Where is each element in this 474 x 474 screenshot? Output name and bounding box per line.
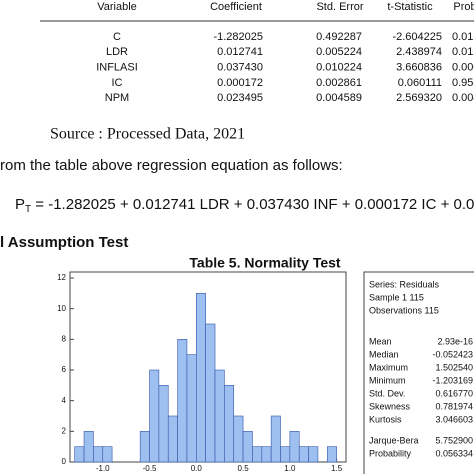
stats-cell: -1.203169 [432, 375, 473, 385]
table-header: Std. Error [316, 1, 363, 13]
table-cell: 0.060111 [398, 77, 442, 89]
eq-text: = -1.282025 + 0.012741 LDR + 0.037430 IN… [31, 196, 474, 213]
source-note: Source : Processed Data, 2021 [50, 126, 245, 143]
stats-cell: 2.93e-16 [437, 336, 473, 346]
bar [149, 369, 160, 463]
bar [177, 339, 188, 463]
stats-line: Series: Residuals [369, 279, 440, 289]
bar [139, 431, 150, 463]
y-tick-label: 2 [62, 426, 67, 435]
bar [280, 446, 291, 463]
stats-test: Probability [369, 448, 412, 458]
table-cell: 2.438974 [396, 46, 442, 58]
bar [167, 415, 178, 463]
stats-test: Jarque-Bera [369, 435, 419, 445]
bar [158, 385, 169, 463]
x-tick-label: 1.0 [284, 464, 296, 473]
y-tick-label: 10 [57, 304, 66, 313]
stats-line: Sample 1 115 [369, 292, 424, 302]
stats-cell: Mean [369, 336, 392, 346]
x-tick-label: 0.0 [191, 464, 203, 473]
eq-symbol: P [15, 196, 25, 213]
table-cell: 0.004589 [316, 92, 362, 104]
table-cell: 0.492287 [316, 31, 362, 43]
stats-cell: 1.502540 [435, 362, 473, 372]
table-cell: 0.010224 [316, 62, 362, 74]
section-title: l Assumption Test [0, 234, 128, 251]
bar [326, 446, 337, 463]
y-tick-label: 12 [57, 273, 66, 282]
table-cell: 0.000 [452, 62, 474, 74]
table-cell: 0.016 [452, 31, 474, 43]
bar [186, 354, 197, 463]
bar [233, 415, 244, 463]
stats-box [363, 271, 474, 474]
bar [102, 446, 113, 463]
stats-cell: -0.052423 [432, 349, 473, 359]
table-header: t-Statistic [387, 1, 433, 13]
stats-test: 5.752900 [435, 435, 473, 445]
table-cell: 0.000172 [217, 77, 263, 89]
table-cell: 0.037430 [217, 62, 263, 74]
stats-cell: Kurtosis [369, 414, 402, 424]
bar [214, 369, 225, 463]
stats-cell: 0.616770 [435, 388, 473, 398]
table-cell: 3.660836 [396, 62, 442, 74]
stats-cell: Std. Dev. [369, 388, 405, 398]
table-cell: 2.569320 [396, 92, 442, 104]
y-tick-label: 8 [62, 334, 67, 343]
table-cell: C [113, 31, 121, 43]
table-header: Variable [97, 1, 137, 13]
stats-cell: Minimum [369, 375, 406, 385]
bar [93, 446, 104, 463]
table-cell: LDR [106, 46, 128, 58]
x-tick-label: -0.5 [143, 464, 157, 473]
x-tick-label: 0.5 [238, 464, 250, 473]
bar [74, 446, 85, 463]
equation: PT = -1.282025 + 0.012741 LDR + 0.037430… [15, 196, 474, 215]
table-cell: 0.016 [452, 46, 474, 58]
bar [252, 446, 263, 463]
bar [242, 431, 253, 463]
stats-cell: 0.781974 [435, 401, 473, 411]
table-cell: 0.952 [452, 77, 474, 89]
x-tick-label: 1.5 [331, 464, 343, 473]
table-cell: 0.002861 [316, 77, 362, 89]
table-cell: 0.012741 [217, 46, 263, 58]
x-tick-label: -1.0 [96, 464, 110, 473]
bar [270, 415, 281, 463]
table-cell: 0.023495 [217, 92, 263, 104]
table-cell: 0.004 [452, 92, 474, 104]
table-cell: -2.604225 [392, 31, 442, 43]
stats-test: 0.056334 [435, 448, 473, 458]
y-tick-label: 4 [62, 396, 67, 405]
bar [83, 431, 94, 463]
table-cell: IC [112, 77, 123, 89]
stats-cell: 3.046603 [435, 414, 473, 424]
stats-cell: Maximum [369, 362, 408, 372]
table-header: Coefficient [210, 1, 262, 13]
eq-subscript: T [25, 204, 31, 215]
y-tick-label: 0 [62, 457, 67, 466]
y-tick-label: 6 [62, 365, 67, 374]
intro-text: rom the table above regression equation … [0, 157, 343, 174]
bar [196, 293, 206, 463]
chart-title: Table 5. Normality Test [189, 255, 341, 271]
bar [261, 446, 272, 463]
table-header: Prob [453, 1, 474, 13]
bar [289, 431, 300, 463]
stats-cell: Skewness [369, 401, 411, 411]
stats-line: Observations 115 [369, 305, 439, 315]
bar [205, 323, 216, 463]
stats-cell: Median [369, 349, 399, 359]
bar [308, 446, 319, 463]
bar [224, 385, 235, 463]
table-cell: -1.282025 [213, 31, 263, 43]
bar [298, 446, 309, 463]
table-cell: INFLASI [96, 62, 138, 74]
table-cell: NPM [105, 92, 129, 104]
table-cell: 0.005224 [316, 46, 362, 58]
